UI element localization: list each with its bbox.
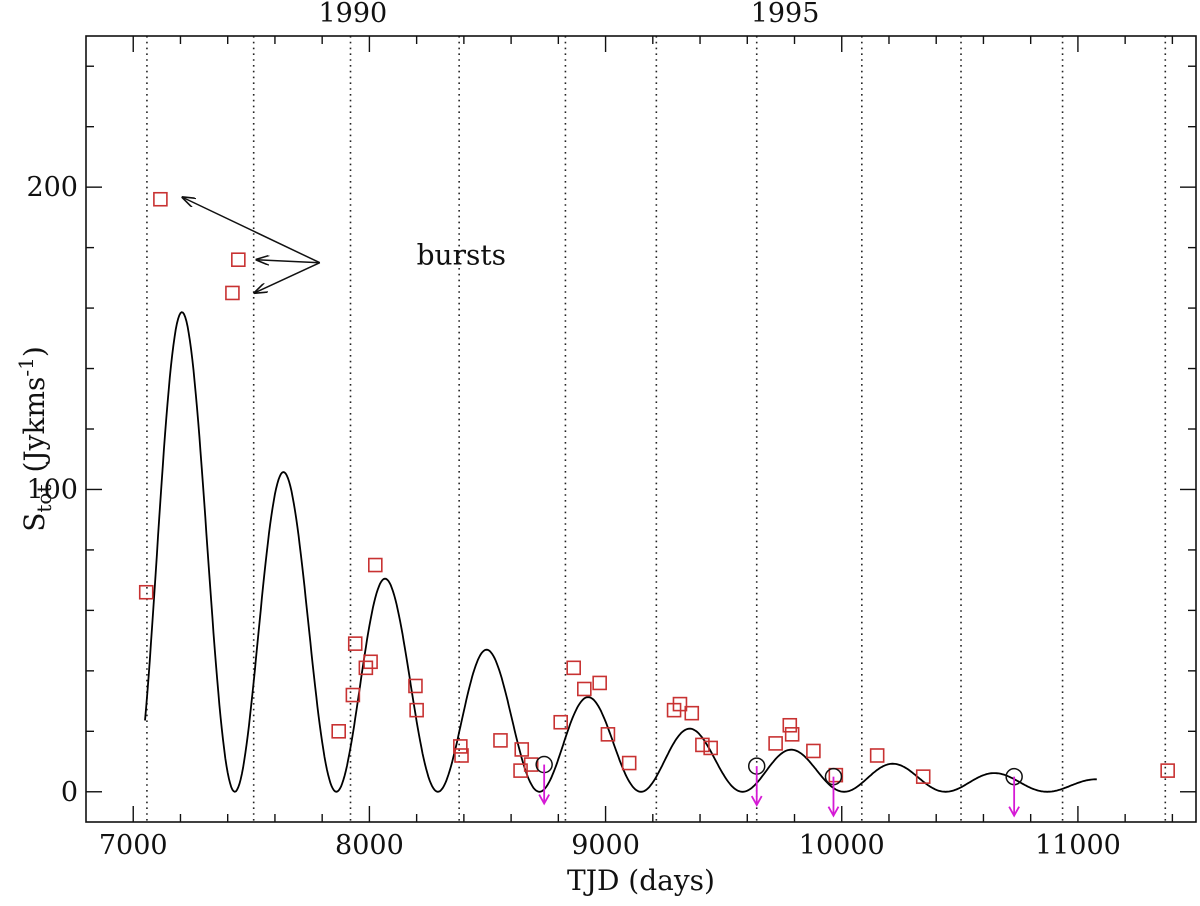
x-tick-label: 8000 (335, 830, 404, 861)
observation-point (566, 660, 581, 676)
y-tick-label: 200 (26, 172, 78, 203)
y-tick-labels: 0 100 200 (26, 172, 78, 808)
x-tick-label: 11000 (1035, 830, 1121, 861)
observation-point (553, 714, 569, 730)
top-year-label: 1995 (751, 0, 820, 29)
observation-point (592, 675, 607, 691)
burst-arrow (254, 262, 321, 293)
observation-point (331, 724, 347, 739)
vertical-guide-lines (146, 36, 1167, 822)
observation-point (454, 748, 469, 763)
x-tick-labels: 7000 8000 9000 10000 11000 (99, 830, 1121, 861)
observation-point (225, 285, 240, 301)
observation-point (231, 252, 246, 268)
observation-points (138, 191, 1175, 784)
top-year-label: 1990 (319, 0, 388, 29)
top-year-labels: 1990 1995 (319, 0, 820, 29)
observation-point (869, 748, 885, 763)
observation-point (703, 740, 718, 756)
observation-point (408, 678, 423, 694)
observation-point (363, 654, 378, 670)
upper-limit-arrow-head (538, 794, 550, 806)
observation-point (453, 739, 468, 754)
y-axis-title: Stot (Jykms-1) (14, 346, 56, 532)
observation-point (784, 727, 800, 742)
observation-point (138, 584, 154, 600)
bursts-annotation: bursts (182, 197, 506, 293)
y-axis-subscript: tot (32, 484, 56, 512)
observation-point (409, 702, 424, 718)
observation-point (600, 727, 616, 742)
observation-point (523, 757, 539, 772)
observation-point (347, 636, 363, 651)
burst-arrow (256, 260, 320, 263)
x-axis-title: TJD (days) (567, 864, 715, 897)
upper-limit-points (535, 755, 1023, 818)
burst-arrows (182, 197, 321, 293)
axis-ticks (86, 36, 1196, 822)
observation-point (577, 681, 592, 697)
plot-frame (85, 35, 1197, 823)
observation-point (345, 687, 361, 703)
observation-point (768, 736, 783, 751)
observation-point (493, 733, 508, 748)
y-tick-label: 100 (26, 474, 78, 505)
x-tick-label: 9000 (571, 830, 640, 861)
y-axis-unit-exponent: -1 (14, 357, 38, 376)
y-axis-unit: (Jykms (18, 377, 51, 473)
upper-limit-arrow-head (750, 795, 763, 807)
observation-point (153, 191, 168, 207)
y-axis-symbol: S (18, 513, 51, 532)
upper-limit-arrow-head (1008, 806, 1020, 818)
observation-point (695, 737, 710, 753)
burst-arrow (182, 197, 321, 264)
observation-point (684, 705, 700, 721)
x-tick-label: 10000 (799, 830, 885, 861)
x-tick-label: 7000 (99, 830, 168, 861)
observation-point (672, 696, 688, 712)
observation-point (621, 755, 637, 771)
observation-point (514, 742, 530, 757)
y-tick-label: 0 (61, 777, 78, 808)
bursts-label: bursts (417, 239, 506, 272)
observation-point (915, 769, 931, 784)
upper-limit-arrow-head (827, 806, 840, 818)
y-axis-unit-close: ) (18, 346, 51, 357)
observation-point (1160, 763, 1175, 778)
observation-point (782, 717, 798, 733)
observation-point (368, 557, 383, 573)
observation-point (806, 743, 821, 759)
model-curve (144, 311, 1097, 793)
